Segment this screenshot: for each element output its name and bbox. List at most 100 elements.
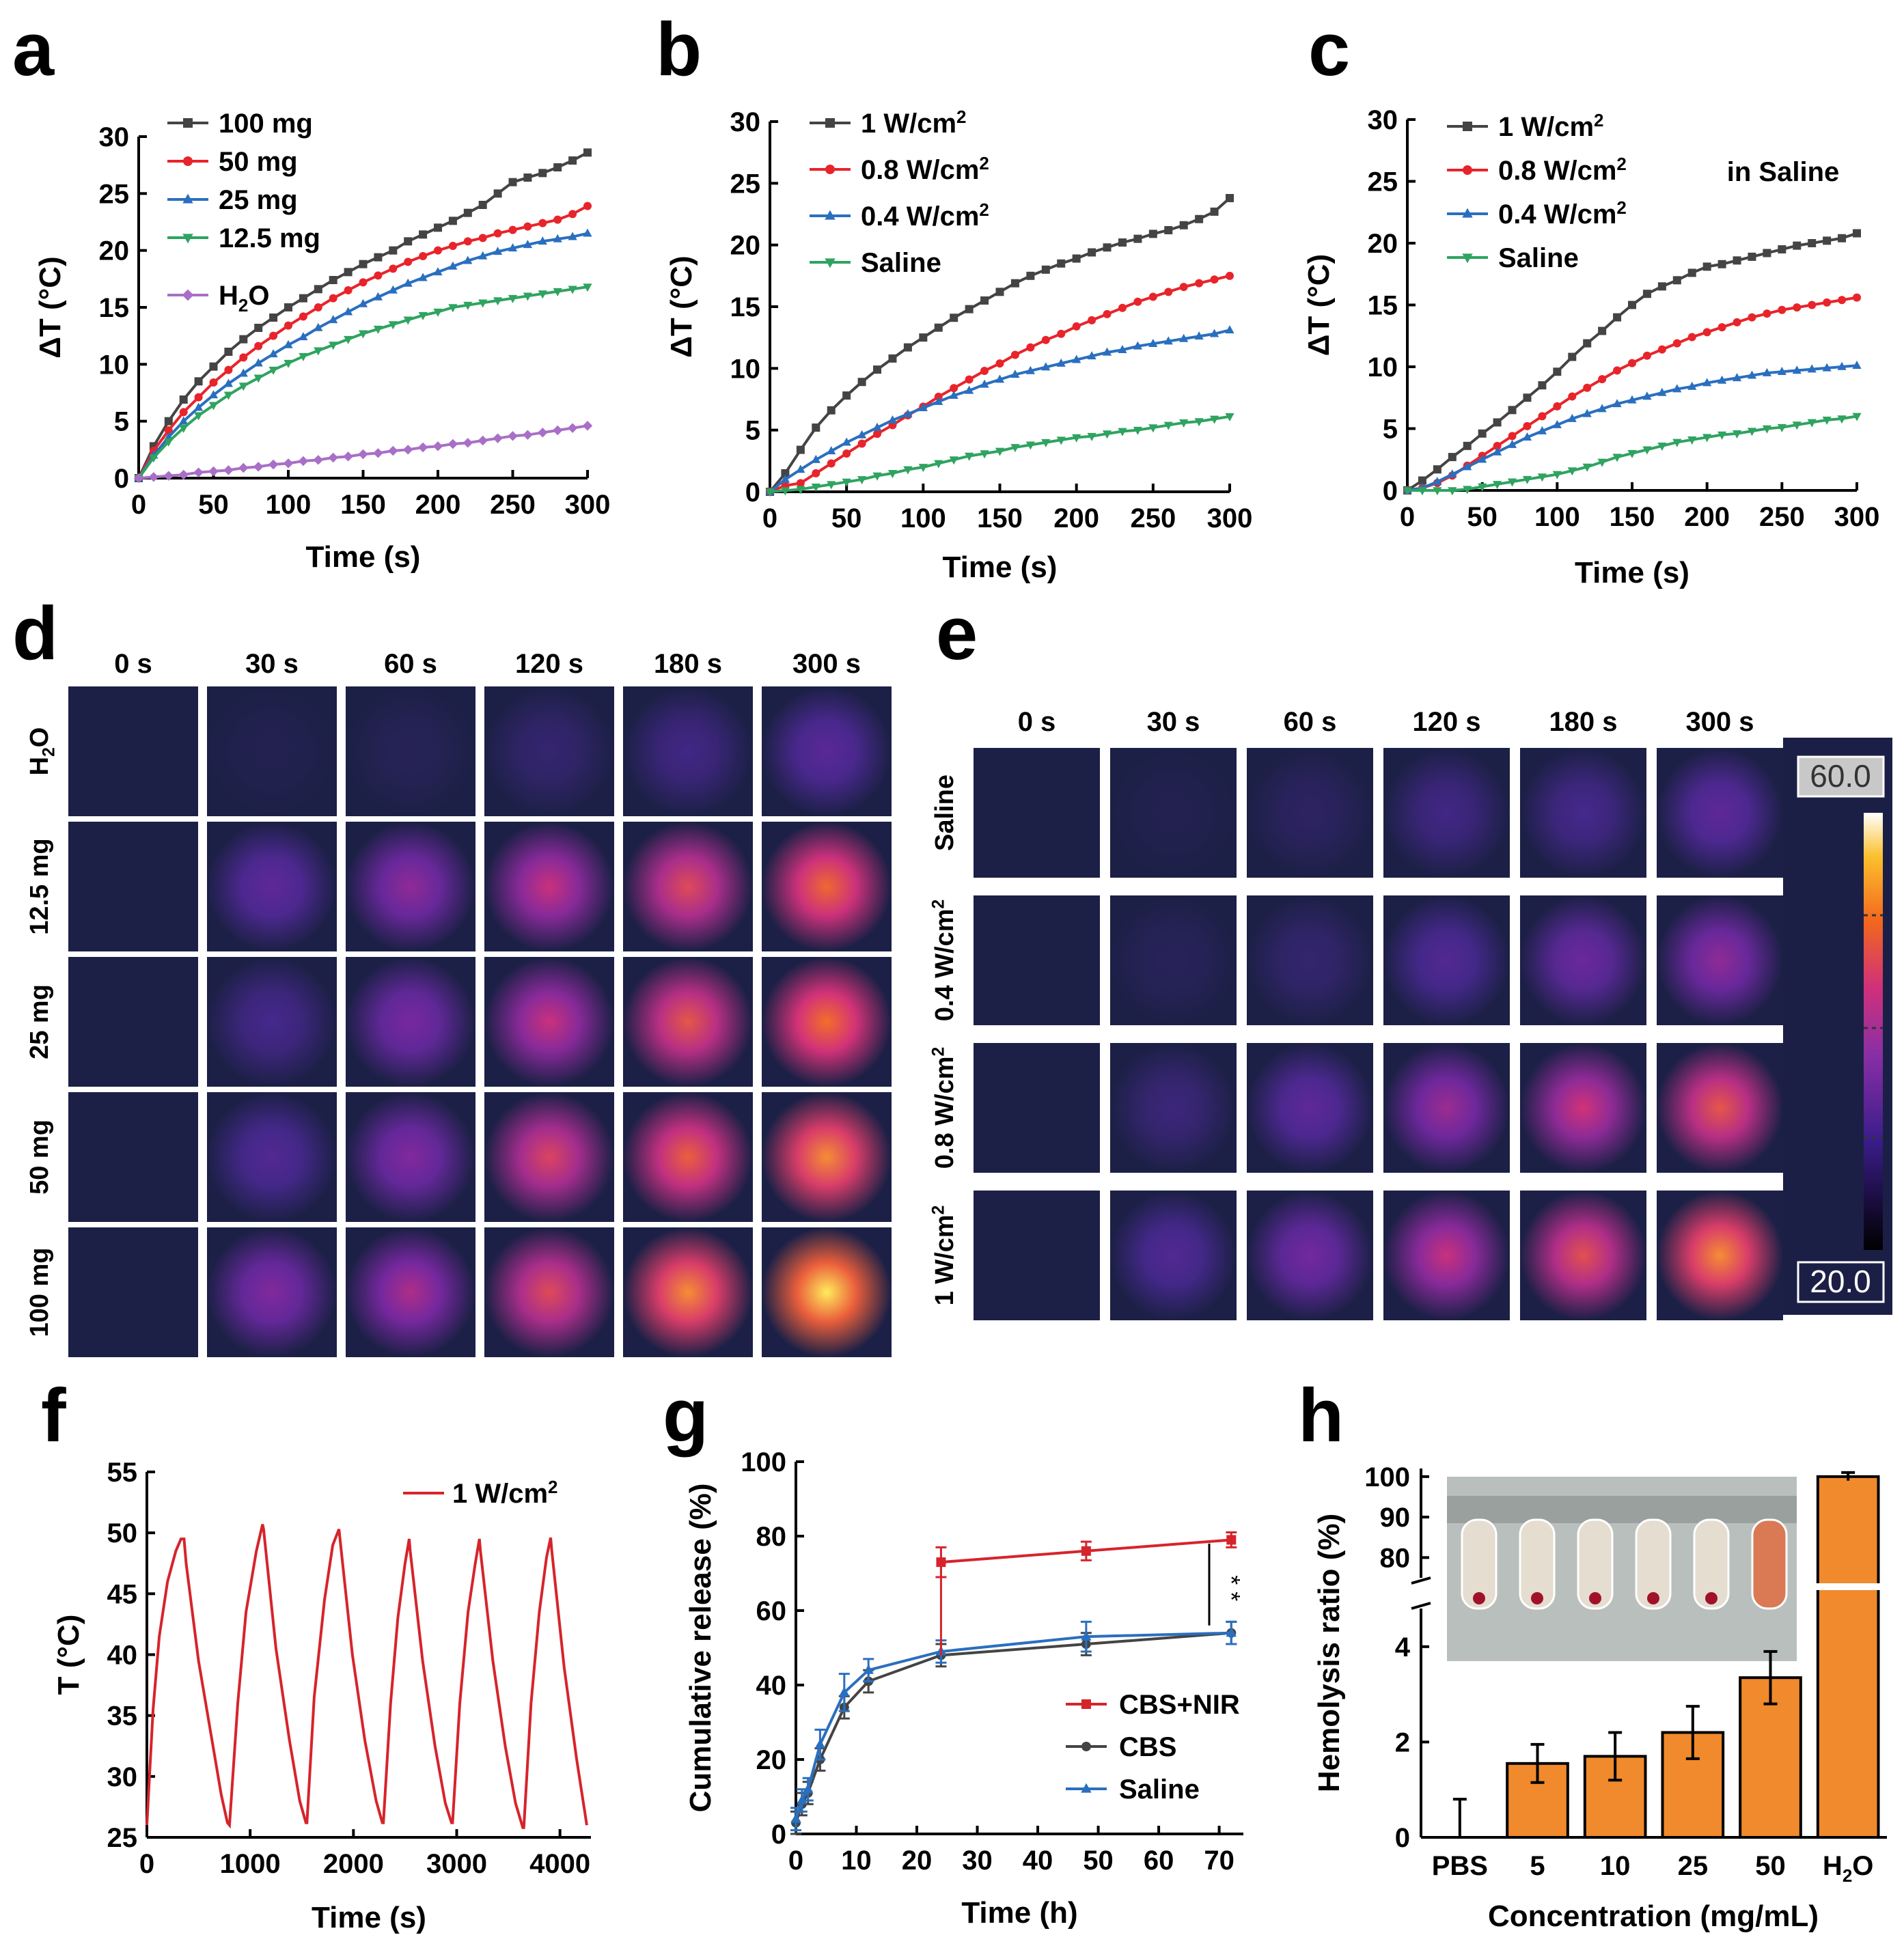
legend-marker — [1081, 1783, 1092, 1793]
data-point — [194, 393, 203, 402]
data-point — [1567, 413, 1577, 422]
x-axis-label: Concentration (mg/mL) — [1488, 1900, 1819, 1933]
data-point — [1164, 225, 1173, 234]
series-line — [1407, 296, 1858, 492]
data-point — [1507, 439, 1517, 448]
data-point — [903, 466, 913, 475]
legend-marker — [1081, 1742, 1091, 1751]
data-point — [1463, 486, 1472, 495]
data-point — [583, 283, 592, 292]
data-point — [1657, 443, 1667, 451]
data-point — [314, 285, 322, 294]
data-point — [1226, 194, 1234, 203]
data-point — [1717, 375, 1727, 384]
data-point — [374, 253, 383, 262]
thermal-image-cell — [1383, 1043, 1510, 1173]
data-point — [463, 438, 473, 448]
x-tick-label: 50 — [1083, 1846, 1114, 1876]
data-point — [239, 353, 248, 362]
data-point — [523, 430, 533, 440]
data-point — [223, 391, 233, 400]
series-line — [769, 274, 1230, 493]
data-point — [949, 390, 958, 399]
data-point — [133, 473, 144, 484]
data-point — [796, 464, 805, 473]
data-point — [1194, 331, 1204, 340]
data-point — [873, 365, 882, 374]
x-tick-label: 2000 — [323, 1849, 384, 1879]
thermal-image-cell — [762, 1227, 892, 1357]
thermal-image-cell — [346, 1227, 475, 1357]
thermal-image-cell — [762, 957, 892, 1087]
data-point — [344, 307, 353, 316]
data-point — [949, 456, 958, 465]
legend-label: 12.5 mg — [219, 223, 320, 253]
data-point — [508, 225, 517, 234]
data-point — [1523, 421, 1532, 430]
data-point — [1148, 229, 1157, 238]
y-tick-label: 0 — [745, 477, 760, 507]
data-point — [887, 415, 898, 424]
data-point — [965, 385, 974, 394]
data-point — [863, 1664, 874, 1674]
data-point — [814, 1738, 826, 1749]
data-point — [253, 358, 263, 367]
panel-letter-b: b — [656, 8, 702, 92]
data-point — [1747, 428, 1757, 436]
thermal-image-cell — [1657, 1043, 1783, 1173]
chart-a: 0 50 100 150 200 250 300 0 5 10 15 20 25 30 Time (s) ΔT… — [33, 109, 610, 574]
data-point — [995, 288, 1004, 296]
data-point — [553, 215, 562, 224]
y-tick-label: 25 — [99, 179, 130, 209]
series-line — [137, 151, 588, 479]
x-tick-label: 300 — [565, 490, 611, 520]
data-point — [1508, 406, 1517, 415]
data-point — [1807, 419, 1817, 428]
data-point — [1418, 487, 1427, 496]
data-point — [1448, 487, 1457, 496]
data-point — [1762, 425, 1771, 434]
data-point — [842, 437, 851, 446]
data-point — [1582, 408, 1592, 417]
data-point — [1763, 309, 1771, 318]
data-point — [224, 348, 233, 356]
data-point — [1194, 418, 1204, 427]
thermal-image-cell — [346, 686, 475, 816]
data-point — [164, 417, 173, 426]
red-cell-pellet — [1531, 1592, 1543, 1604]
data-point — [781, 469, 790, 477]
tube — [1577, 1518, 1614, 1610]
data-point — [268, 459, 279, 470]
data-point — [523, 292, 532, 301]
red-cell-pellet — [1705, 1592, 1717, 1604]
data-point — [1148, 339, 1158, 347]
data-point — [238, 462, 249, 473]
y-tick-label: 10 — [730, 354, 761, 384]
data-point — [582, 421, 593, 431]
thermal-image-cell — [1657, 748, 1783, 878]
data-point — [508, 294, 518, 303]
legend-label: 1 W/cm2 — [861, 107, 967, 139]
time-column-label: 180 s — [654, 649, 722, 679]
y-tick-label: 30 — [107, 1762, 138, 1792]
data-point — [1822, 417, 1832, 426]
y-tick-label: 0 — [771, 1820, 786, 1850]
data-point — [1087, 351, 1096, 360]
axis-break-mark — [1411, 1602, 1431, 1610]
y-tick-label: 25 — [1368, 167, 1398, 197]
data-point — [842, 449, 851, 458]
data-point — [1598, 375, 1607, 384]
data-point — [403, 445, 413, 455]
data-point — [1838, 296, 1847, 305]
time-column-label: 300 s — [792, 649, 861, 679]
data-point — [1702, 378, 1712, 387]
data-point — [344, 335, 353, 344]
data-point — [919, 333, 928, 342]
data-point — [269, 331, 278, 340]
data-point — [1538, 412, 1547, 421]
data-point — [328, 452, 338, 463]
data-point — [1118, 238, 1127, 247]
data-point — [995, 359, 1004, 368]
data-point — [995, 374, 1005, 383]
thermal-image-cell — [346, 822, 475, 951]
